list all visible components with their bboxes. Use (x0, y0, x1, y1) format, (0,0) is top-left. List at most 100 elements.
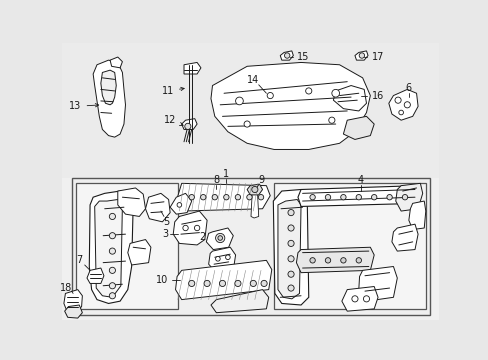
Circle shape (328, 117, 334, 123)
Polygon shape (246, 184, 262, 195)
Text: 8: 8 (213, 175, 219, 185)
Polygon shape (354, 51, 367, 60)
Text: 9: 9 (257, 175, 264, 185)
Polygon shape (297, 186, 420, 206)
Circle shape (287, 285, 293, 291)
Circle shape (235, 194, 240, 200)
Text: 7: 7 (76, 255, 82, 265)
Text: 13: 13 (69, 101, 99, 111)
Circle shape (109, 213, 115, 220)
Circle shape (218, 236, 222, 240)
Circle shape (109, 248, 115, 254)
Circle shape (183, 225, 188, 231)
Circle shape (184, 123, 190, 130)
Polygon shape (64, 289, 82, 313)
Circle shape (219, 280, 225, 287)
Circle shape (287, 240, 293, 247)
Polygon shape (173, 211, 207, 245)
Text: 11: 11 (162, 86, 184, 96)
Text: 17: 17 (371, 52, 384, 62)
Text: 15: 15 (297, 52, 309, 62)
Text: 14: 14 (246, 75, 259, 85)
Circle shape (215, 233, 224, 243)
Circle shape (284, 53, 289, 58)
Circle shape (287, 271, 293, 277)
Circle shape (325, 258, 330, 263)
Circle shape (402, 194, 407, 200)
Circle shape (266, 93, 273, 99)
Polygon shape (210, 62, 369, 149)
Polygon shape (118, 188, 145, 216)
Circle shape (371, 194, 376, 200)
Text: 10: 10 (156, 275, 168, 285)
Polygon shape (110, 57, 122, 68)
Circle shape (200, 194, 205, 200)
Polygon shape (208, 247, 235, 273)
Circle shape (287, 210, 293, 216)
Circle shape (188, 280, 194, 287)
Polygon shape (206, 228, 233, 249)
Bar (62, 178, 438, 320)
Polygon shape (95, 199, 122, 297)
Circle shape (225, 255, 230, 260)
Polygon shape (250, 186, 258, 218)
Polygon shape (333, 86, 366, 111)
Circle shape (309, 194, 315, 200)
Circle shape (234, 280, 241, 287)
Circle shape (109, 233, 115, 239)
Circle shape (203, 280, 210, 287)
Polygon shape (296, 247, 373, 273)
Polygon shape (64, 305, 82, 318)
Polygon shape (101, 70, 116, 105)
Circle shape (251, 186, 257, 193)
Circle shape (287, 225, 293, 231)
Circle shape (355, 258, 361, 263)
Polygon shape (391, 224, 417, 251)
Circle shape (177, 203, 182, 207)
Text: 4: 4 (357, 175, 364, 185)
Text: 18: 18 (60, 283, 72, 293)
Text: 12: 12 (163, 115, 183, 126)
Polygon shape (210, 289, 268, 313)
Circle shape (325, 194, 330, 200)
Text: 3: 3 (162, 229, 168, 239)
Circle shape (189, 194, 194, 200)
Polygon shape (182, 119, 197, 130)
Text: 5: 5 (163, 217, 169, 227)
Circle shape (212, 194, 217, 200)
Polygon shape (341, 287, 377, 311)
Bar (76, 183, 178, 309)
Bar (62, 43, 438, 178)
Circle shape (340, 194, 346, 200)
Circle shape (394, 97, 400, 103)
Circle shape (398, 110, 403, 115)
Circle shape (404, 102, 409, 108)
Polygon shape (170, 193, 191, 214)
Text: 16: 16 (371, 91, 384, 100)
Circle shape (109, 267, 115, 274)
Text: 2: 2 (199, 232, 205, 242)
Text: 1: 1 (223, 169, 229, 179)
Polygon shape (280, 51, 293, 60)
Circle shape (331, 89, 339, 97)
Polygon shape (175, 260, 271, 300)
Circle shape (250, 280, 256, 287)
Circle shape (340, 258, 346, 263)
Polygon shape (358, 266, 396, 301)
Circle shape (287, 256, 293, 262)
Circle shape (109, 283, 115, 289)
Polygon shape (408, 201, 425, 230)
Polygon shape (127, 239, 151, 265)
Circle shape (386, 194, 391, 200)
Circle shape (351, 296, 357, 302)
Polygon shape (343, 116, 373, 139)
Circle shape (363, 296, 369, 302)
Polygon shape (388, 89, 417, 120)
Circle shape (194, 225, 200, 231)
Circle shape (223, 194, 228, 200)
Circle shape (261, 280, 266, 287)
Polygon shape (395, 183, 422, 211)
Polygon shape (89, 191, 133, 303)
Polygon shape (273, 189, 308, 305)
Circle shape (258, 194, 263, 200)
